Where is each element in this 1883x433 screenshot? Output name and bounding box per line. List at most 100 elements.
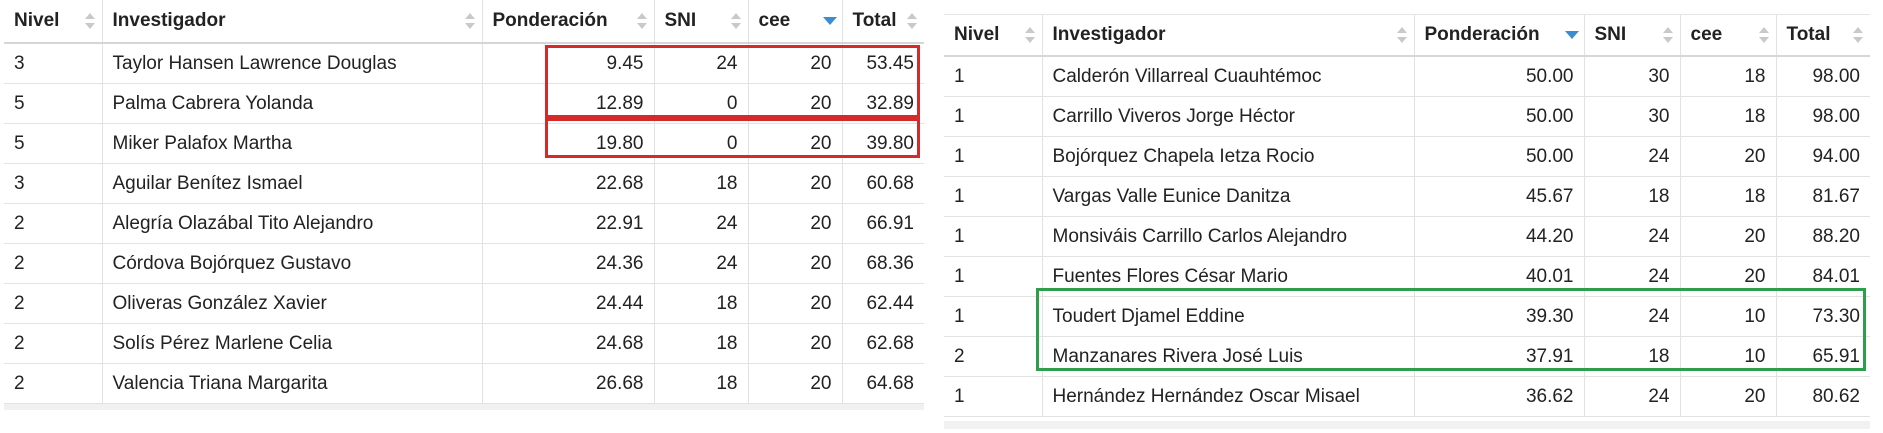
cell-ponderacion: 50.00	[1414, 56, 1585, 97]
right-column-header-ponderacin[interactable]: Ponderación	[1414, 15, 1585, 57]
cell-cee: 20	[748, 83, 843, 124]
sort-icon[interactable]	[1662, 26, 1673, 44]
cell-total: 98.00	[1776, 56, 1870, 97]
cell-cee: 20	[748, 323, 843, 364]
cell-ponderacion: 44.20	[1414, 216, 1585, 257]
sort-icon[interactable]	[1758, 26, 1769, 44]
cell-investigador: Manzanares Rivera José Luis	[1042, 336, 1415, 377]
cell-total: 98.00	[1776, 96, 1870, 137]
sort-icon[interactable]	[1396, 26, 1407, 44]
cell-sni: 24	[1584, 376, 1681, 417]
table-row[interactable]: 2 Solís Pérez Marlene Celia 24.68 18 20 62.68	[4, 323, 924, 364]
cell-sni: 18	[654, 163, 749, 204]
cell-cee: 20	[748, 283, 843, 324]
sort-icon[interactable]	[1024, 26, 1035, 44]
left-column-header-ponderacin[interactable]: Ponderación	[482, 0, 655, 44]
table-row[interactable]: 1 Fuentes Flores César Mario 40.01 24 20 84.0…	[944, 256, 1870, 297]
left-column-header-total[interactable]: Total	[842, 0, 924, 44]
table-row[interactable]: 1 Vargas Valle Eunice Danitza 45.67 18 18 81.…	[944, 176, 1870, 217]
column-header-label: cee	[758, 10, 791, 31]
cell-total: 88.20	[1776, 216, 1870, 257]
left-data-table: Nivel Investigador Ponderación SNI cee Total …	[4, 0, 924, 410]
table-row[interactable]: 1 Hernández Hernández Oscar Misael 36.62 24…	[944, 376, 1870, 417]
right-column-header-cee[interactable]: cee	[1680, 15, 1777, 57]
right-column-header-investigador[interactable]: Investigador	[1042, 15, 1415, 57]
cell-total: 53.45	[842, 43, 924, 84]
cell-nivel: 1	[944, 216, 1043, 257]
cell-sni: 18	[654, 283, 749, 324]
table-row[interactable]: 1 Carrillo Viveros Jorge Héctor 50.00 30 18 9…	[944, 96, 1870, 137]
sort-icon[interactable]	[84, 12, 95, 30]
cell-cee: 20	[748, 163, 843, 204]
sort-descending-icon[interactable]	[1564, 26, 1579, 44]
cell-sni: 18	[1584, 176, 1681, 217]
cell-total: 62.44	[842, 283, 924, 324]
cell-investigador: Toudert Djamel Eddine	[1042, 296, 1415, 337]
cell-sni: 24	[654, 43, 749, 84]
cell-investigador: Hernández Hernández Oscar Misael	[1042, 376, 1415, 417]
cell-nivel: 1	[944, 296, 1043, 337]
cell-nivel: 2	[4, 203, 103, 244]
cell-ponderacion: 9.45	[482, 43, 655, 84]
cell-ponderacion: 24.68	[482, 323, 655, 364]
right-column-header-total[interactable]: Total	[1776, 15, 1870, 57]
cell-investigador: Fuentes Flores César Mario	[1042, 256, 1415, 297]
table-row[interactable]: 5 Miker Palafox Martha 19.80 0 20 39.80	[4, 123, 924, 164]
sort-icon[interactable]	[907, 12, 917, 30]
cell-ponderacion: 37.91	[1414, 336, 1585, 377]
column-header-label: Investigador	[1052, 24, 1166, 45]
cell-investigador: Calderón Villarreal Cuauhtémoc	[1042, 56, 1415, 97]
column-header-label: cee	[1690, 24, 1723, 45]
cell-sni: 18	[654, 323, 749, 364]
sort-icon[interactable]	[730, 12, 741, 30]
table-row[interactable]: 1 Toudert Djamel Eddine 39.30 24 10 73.30	[944, 296, 1870, 337]
cell-investigador: Córdova Bojórquez Gustavo	[102, 243, 483, 284]
cell-sni: 0	[654, 123, 749, 164]
column-header-label: Investigador	[112, 10, 226, 31]
cell-nivel: 2	[944, 336, 1043, 377]
table-row[interactable]: 1 Bojórquez Chapela Ietza Rocio 50.00 24 20 9…	[944, 136, 1870, 177]
cell-ponderacion: 12.89	[482, 83, 655, 124]
table-row[interactable]: 2 Valencia Triana Margarita 26.68 18 20 64.68	[4, 363, 924, 404]
cell-total: 39.80	[842, 123, 924, 164]
left-horizontal-scrollbar[interactable]	[4, 404, 924, 410]
sort-icon[interactable]	[464, 12, 475, 30]
cell-total: 65.91	[1776, 336, 1870, 377]
cell-total: 60.68	[842, 163, 924, 204]
right-horizontal-scrollbar[interactable]	[944, 421, 1870, 429]
cell-total: 62.68	[842, 323, 924, 364]
cell-sni: 24	[1584, 136, 1681, 177]
left-column-header-sni[interactable]: SNI	[654, 0, 749, 44]
table-row[interactable]: 1 Calderón Villarreal Cuauhtémoc 50.00 30 18…	[944, 56, 1870, 97]
left-column-header-cee[interactable]: cee	[748, 0, 843, 44]
table-row[interactable]: 2 Alegría Olazábal Tito Alejandro 22.91 24 2…	[4, 203, 924, 244]
table-row[interactable]: 3 Aguilar Benítez Ismael 22.68 18 20 60.68	[4, 163, 924, 204]
right-column-header-nivel[interactable]: Nivel	[944, 15, 1043, 57]
table-row[interactable]: 3 Taylor Hansen Lawrence Douglas 9.45 24 20 5…	[4, 43, 924, 84]
cell-investigador: Valencia Triana Margarita	[102, 363, 483, 404]
left-column-header-investigador[interactable]: Investigador	[102, 0, 483, 44]
sort-icon[interactable]	[1853, 26, 1863, 44]
table-row[interactable]: 1 Monsiváis Carrillo Carlos Alejandro 44.2…	[944, 216, 1870, 257]
cell-nivel: 2	[4, 283, 103, 324]
table-row[interactable]: 2 Córdova Bojórquez Gustavo 24.36 24 20 68.36	[4, 243, 924, 284]
cell-investigador: Taylor Hansen Lawrence Douglas	[102, 43, 483, 84]
cell-cee: 10	[1680, 336, 1777, 377]
table-row[interactable]: 2 Manzanares Rivera José Luis 37.91 18 10 65.…	[944, 336, 1870, 377]
left-column-header-nivel[interactable]: Nivel	[4, 0, 103, 44]
column-header-label: Nivel	[14, 10, 60, 31]
sort-icon[interactable]	[636, 12, 647, 30]
cell-nivel: 1	[944, 56, 1043, 97]
cell-sni: 24	[1584, 296, 1681, 337]
cell-cee: 20	[1680, 376, 1777, 417]
cell-cee: 20	[748, 123, 843, 164]
sort-descending-icon[interactable]	[822, 12, 837, 30]
cell-sni: 0	[654, 83, 749, 124]
right-column-header-sni[interactable]: SNI	[1584, 15, 1681, 57]
table-row[interactable]: 5 Palma Cabrera Yolanda 12.89 0 20 32.89	[4, 83, 924, 124]
right-table-header: Nivel Investigador Ponderación SNI cee Total	[944, 15, 1870, 57]
table-row[interactable]: 2 Oliveras González Xavier 24.44 18 20 62.44	[4, 283, 924, 324]
cell-cee: 20	[748, 43, 843, 84]
cell-investigador: Carrillo Viveros Jorge Héctor	[1042, 96, 1415, 137]
cell-cee: 18	[1680, 56, 1777, 97]
